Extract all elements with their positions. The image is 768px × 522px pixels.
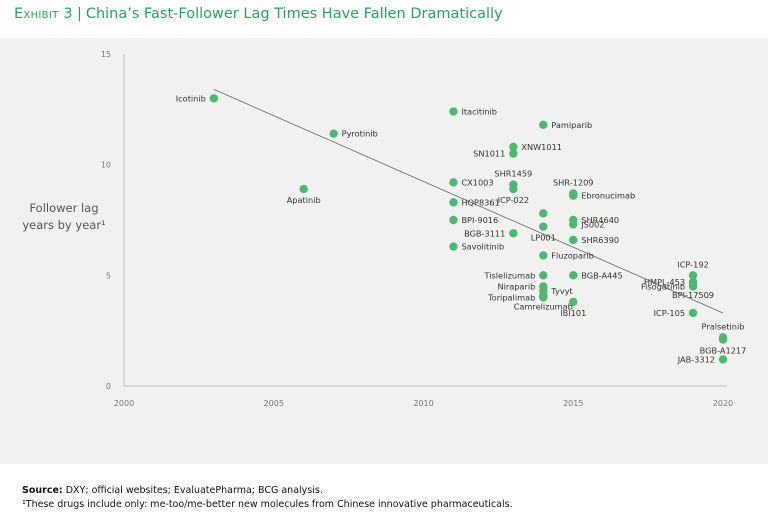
point-label: Savolitinib (461, 242, 504, 252)
point-label: SN1011 (473, 149, 505, 159)
point-label: Toripalimab (487, 292, 535, 302)
footnote: ¹These drugs include only: me-too/me-bet… (22, 499, 513, 510)
point-label: SHR6390 (581, 235, 619, 245)
y-axis-label: Follower lag (29, 201, 98, 215)
data-point (539, 222, 548, 231)
point-label: Niraparib (497, 281, 535, 291)
point-label: BGB-3111 (464, 228, 505, 238)
data-point (449, 107, 458, 116)
data-point (569, 271, 578, 280)
x-tick-label: 2005 (264, 399, 284, 408)
y-axis-label: years by year¹ (22, 218, 105, 232)
data-point (509, 149, 518, 158)
point-label: Fluzoparib (551, 250, 594, 260)
data-point (718, 335, 728, 344)
data-point (539, 209, 548, 218)
point-label: Icotinib (176, 93, 206, 103)
data-point (509, 142, 518, 152)
exhibit-number: Exhibit 3 (14, 6, 73, 22)
data-point (569, 297, 578, 307)
data-point (449, 178, 458, 187)
data-point (449, 198, 458, 207)
point-label: Camrelizumab (514, 301, 573, 311)
source-text: DXY; official websites; EvaluatePharma; … (62, 485, 323, 496)
point-label: IBI101 (560, 308, 586, 318)
point-label: XNW1011 (521, 142, 562, 152)
point-label: ICP-022 (498, 195, 529, 205)
source-line: Source: DXY; official websites; Evaluate… (22, 484, 513, 498)
trendline (213, 89, 724, 314)
point-label: LP001 (531, 233, 556, 243)
data-point (688, 308, 698, 318)
point-label: Itacitinib (461, 107, 497, 117)
x-tick-label: 2015 (563, 399, 583, 408)
data-point (539, 120, 548, 130)
data-point (449, 215, 458, 225)
point-label: Pamiparib (551, 120, 592, 130)
data-point (569, 191, 578, 200)
data-point (688, 279, 698, 289)
y-tick-label: 5 (106, 271, 111, 280)
data-point (569, 235, 578, 245)
x-tick-label: 2000 (114, 399, 134, 408)
point-label: Pralsetinib (702, 321, 745, 331)
data-point (539, 271, 548, 280)
point-label: SHR1459 (494, 169, 532, 179)
y-tick-label: 0 (106, 382, 111, 391)
point-label: Fisogatinib (641, 281, 685, 291)
chart-footer: Source: DXY; official websites; Evaluate… (22, 484, 513, 512)
data-point (209, 94, 219, 103)
data-point (299, 184, 308, 194)
point-label: Pyrotinib (342, 129, 378, 139)
y-tick-label: 15 (101, 50, 111, 59)
point-label: Ebronucimab (581, 191, 635, 201)
point-label: HQP8361 (461, 197, 499, 207)
point-label: Tislelizumab (483, 270, 535, 280)
data-point (509, 229, 518, 238)
point-label: HMPL-453 (644, 277, 685, 287)
point-label: BPI-9016 (461, 215, 498, 225)
data-points (209, 94, 728, 364)
y-tick-label: 10 (101, 161, 111, 170)
point-label: SHR4640 (581, 215, 619, 225)
data-point (329, 129, 338, 138)
chart-axes: 0 5 10 15 2000 2005 2010 2015 2020 Follower lag ye… (22, 50, 733, 408)
data-point (509, 184, 518, 194)
point-label: SHR-1209 (553, 177, 594, 187)
data-point (688, 271, 698, 280)
x-tick-label: 2010 (413, 399, 433, 408)
data-point (569, 220, 578, 229)
point-label: JAB-3312 (677, 354, 715, 364)
chart-panel (0, 38, 768, 464)
data-point (449, 242, 458, 251)
point-label: CX1003 (461, 177, 493, 187)
point-labels: Icotinib Pyrotinib Apatinib Itacitinib Pamip… (176, 93, 747, 364)
exhibit-title: Exhibit 3 | China’s Fast-Follower Lag Time… (14, 6, 503, 22)
title-separator: | (76, 6, 82, 22)
point-label: ICP-105 (654, 308, 685, 318)
point-label: BGB-A445 (581, 270, 622, 280)
point-label: Tyvyt (550, 286, 573, 296)
chart-title: China’s Fast-Follower Lag Times Have Fal… (85, 6, 503, 22)
point-label: BPI-17509 (672, 290, 714, 300)
point-label: JS002 (580, 219, 604, 229)
data-point (539, 291, 548, 300)
point-label: Apatinib (287, 195, 321, 205)
x-tick-label: 2020 (713, 399, 733, 408)
point-label: ICP-192 (677, 259, 708, 269)
data-point (718, 355, 728, 364)
scatter-chart: 0 5 10 15 2000 2005 2010 2015 2020 Follower lag ye… (22, 50, 747, 408)
source-label: Source: (22, 485, 63, 496)
trendline-group (213, 89, 724, 314)
point-label: BGB-A1217 (700, 346, 747, 356)
data-point (539, 251, 548, 260)
